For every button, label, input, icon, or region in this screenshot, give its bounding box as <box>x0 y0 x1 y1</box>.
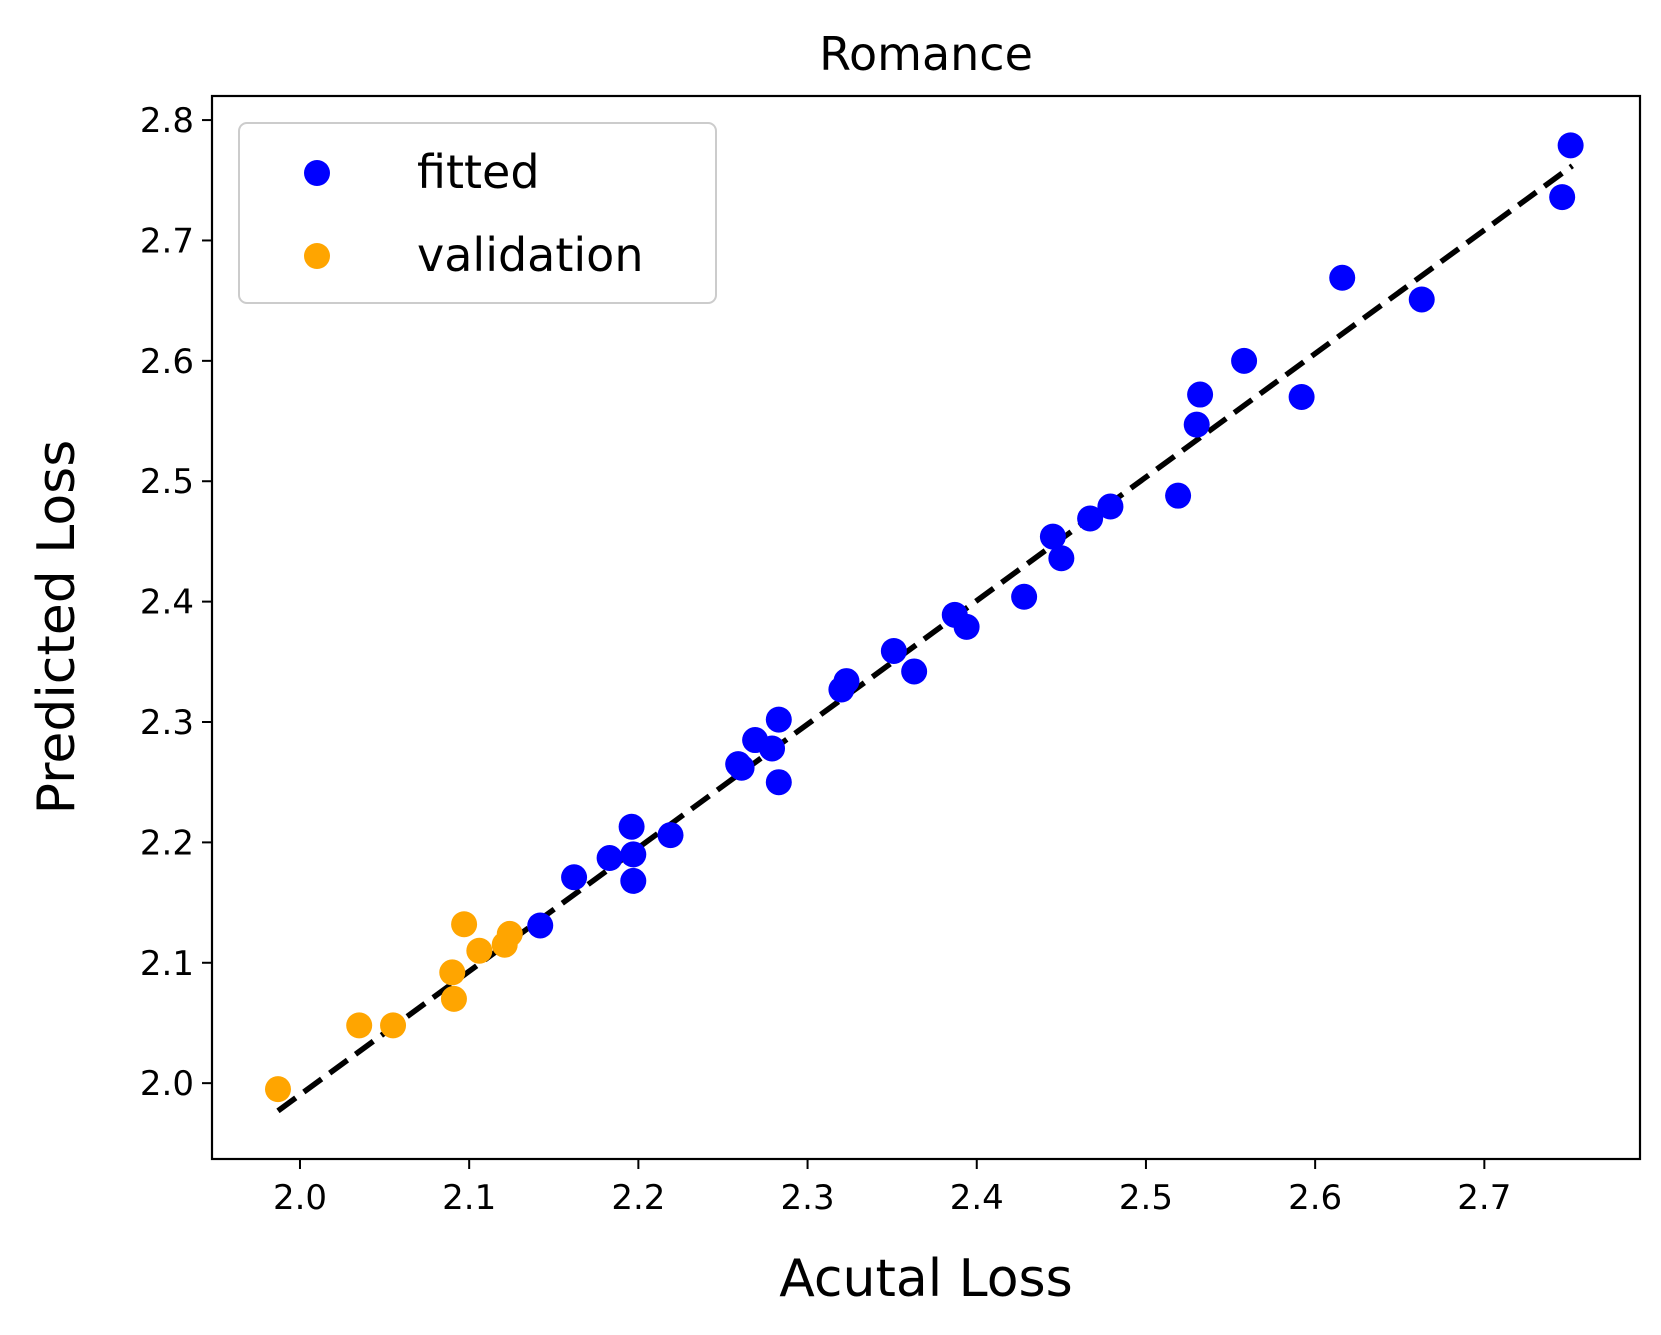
point-fitted <box>1165 482 1192 509</box>
point-validation <box>346 1012 373 1039</box>
point-fitted <box>1231 347 1258 374</box>
point-fitted <box>880 637 907 664</box>
point-fitted <box>833 668 860 695</box>
point-validation <box>264 1076 291 1103</box>
point-fitted <box>1183 411 1210 438</box>
point-fitted <box>765 706 792 733</box>
x-tick-label: 2.5 <box>1119 1178 1173 1218</box>
y-tick-label: 2.1 <box>140 944 194 984</box>
point-fitted <box>765 769 792 796</box>
y-axis-label: Predicted Loss <box>27 440 87 815</box>
chart-title: Romance <box>819 27 1033 81</box>
y-tick-label: 2.8 <box>140 101 194 141</box>
point-fitted <box>1329 264 1356 291</box>
point-validation <box>380 1012 407 1039</box>
legend-label-validation: validation <box>417 228 643 282</box>
point-fitted <box>1077 505 1104 532</box>
point-fitted <box>953 613 980 640</box>
x-tick-label: 2.0 <box>273 1178 327 1218</box>
point-validation <box>451 911 478 938</box>
plot-frame <box>210 94 1642 1161</box>
point-fitted <box>1288 383 1315 410</box>
point-fitted <box>620 867 647 894</box>
y-tick-label: 2.7 <box>140 221 194 261</box>
point-validation <box>466 937 493 964</box>
point-validation <box>439 959 466 986</box>
point-fitted <box>1187 381 1214 408</box>
x-tick-label: 2.4 <box>950 1178 1004 1218</box>
y-tick-label: 2.5 <box>140 462 194 502</box>
point-fitted <box>1048 545 1075 572</box>
point-fitted <box>657 822 684 849</box>
legend-marker-fitted <box>304 160 330 186</box>
point-fitted <box>728 754 755 781</box>
legend-label-fitted: fitted <box>417 145 540 199</box>
y-tick-label: 2.4 <box>140 583 194 623</box>
x-axis-label: Acutal Loss <box>779 1249 1073 1309</box>
x-tick-label: 2.6 <box>1288 1178 1342 1218</box>
point-fitted <box>1408 286 1435 313</box>
point-fitted <box>618 813 645 840</box>
x-tick-label: 2.2 <box>611 1178 665 1218</box>
point-fitted <box>620 841 647 868</box>
point-fitted <box>901 658 928 685</box>
legend: fitted validation <box>238 122 717 304</box>
point-validation <box>496 920 523 947</box>
point-fitted <box>596 845 623 872</box>
x-tick-label: 2.1 <box>442 1178 496 1218</box>
reference-line <box>276 163 1574 1114</box>
point-fitted <box>1011 583 1038 610</box>
y-tick-label: 2.6 <box>140 342 194 382</box>
point-fitted <box>1097 493 1124 520</box>
point-validation <box>440 985 467 1012</box>
legend-marker-validation <box>304 243 330 269</box>
y-tick-label: 2.2 <box>140 823 194 863</box>
point-fitted <box>1557 132 1584 159</box>
x-tick-label: 2.3 <box>781 1178 835 1218</box>
y-tick-label: 2.0 <box>140 1064 194 1104</box>
legend-box <box>238 122 717 304</box>
point-fitted <box>759 735 786 762</box>
point-fitted <box>1549 184 1576 211</box>
point-fitted <box>527 912 554 939</box>
y-tick-label: 2.3 <box>140 703 194 743</box>
x-tick-label: 2.7 <box>1457 1178 1511 1218</box>
point-fitted <box>561 864 588 891</box>
point-fitted <box>1039 523 1066 550</box>
